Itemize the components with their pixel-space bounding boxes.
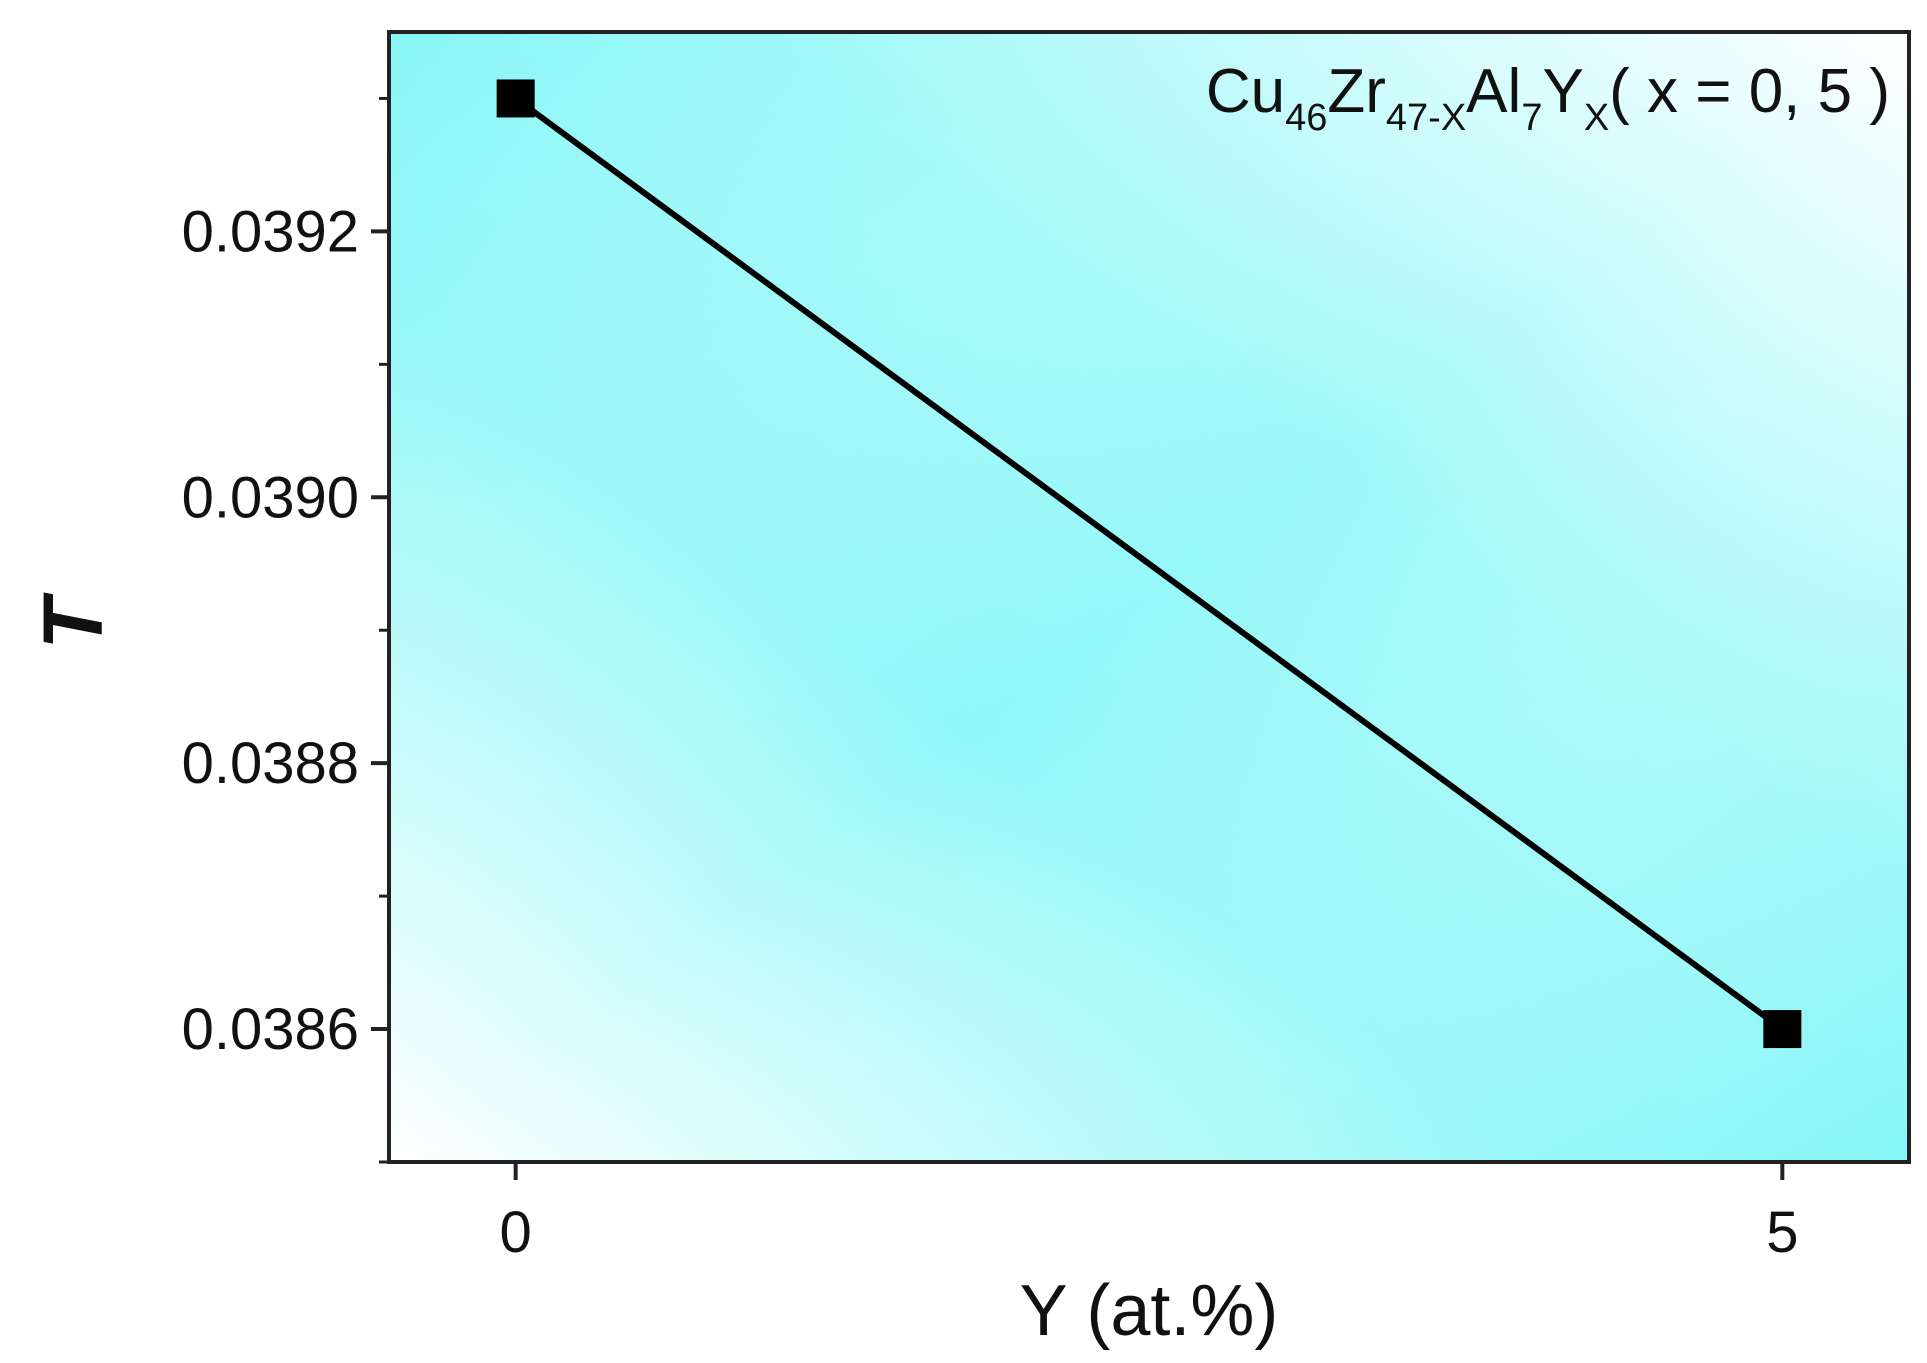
annotation-text: ( x = 0, 5 ) xyxy=(1609,57,1890,126)
annotation-subscript: X xyxy=(1584,97,1609,139)
annotation-subscript: 46 xyxy=(1285,97,1327,139)
annotation-subscript: 7 xyxy=(1521,97,1542,139)
annotation-text: Y xyxy=(1542,57,1583,126)
y-tick-label: 0.0390 xyxy=(182,465,359,530)
annotation-text: Al xyxy=(1466,57,1521,126)
x-tick-label: 5 xyxy=(1766,1200,1798,1265)
series-line xyxy=(513,96,1785,1032)
y-tick-label: 0.0392 xyxy=(182,199,359,264)
composition-annotation: Cu46Zr47-XAl7YX( x = 0, 5 ) xyxy=(1206,57,1890,139)
y-axis-ticks: 0.0386 0.0388 0.0390 0.0392 xyxy=(182,96,389,1164)
data-point-marker xyxy=(1763,1010,1802,1049)
annotation-text: Cu xyxy=(1206,57,1285,126)
x-axis-label: Y (at.%) xyxy=(1020,1271,1279,1351)
y-tick-label: 0.0386 xyxy=(182,997,359,1062)
y-tick-label: 0.0388 xyxy=(182,731,359,796)
annotation-subscript: 47-X xyxy=(1386,97,1466,139)
x-tick-label: 0 xyxy=(500,1200,532,1265)
plot-area xyxy=(389,32,1909,1162)
y-axis-label: T xyxy=(26,592,120,650)
plot-background-overlay xyxy=(389,32,1909,1162)
series-layer xyxy=(496,79,1802,1049)
plot-frame xyxy=(387,30,1911,1164)
annotation-text: Zr xyxy=(1327,57,1386,126)
data-point-marker xyxy=(496,79,535,118)
